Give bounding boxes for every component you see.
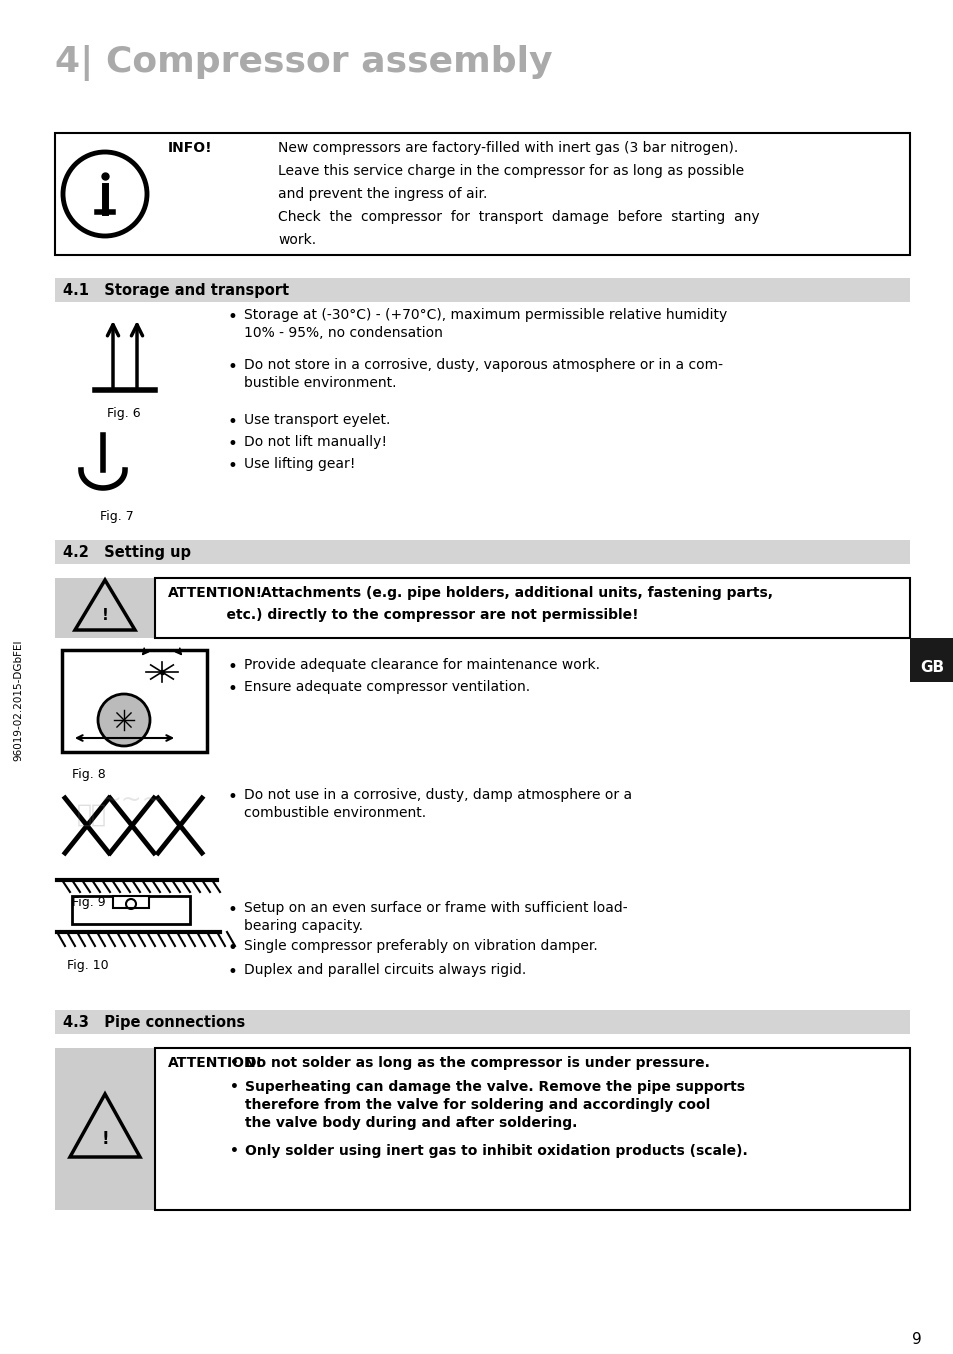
Text: Attachments (e.g. pipe holders, additional units, fastening parts,: Attachments (e.g. pipe holders, addition… [255, 586, 772, 600]
Text: Provide adequate clearance for maintenance work.: Provide adequate clearance for maintenan… [244, 658, 599, 672]
Text: Setup on an even surface or frame with sufficient load-
bearing capacity.: Setup on an even surface or frame with s… [244, 900, 627, 933]
Text: and prevent the ingress of air.: and prevent the ingress of air. [277, 187, 487, 200]
Text: •: • [230, 1144, 238, 1158]
Text: Use transport eyelet.: Use transport eyelet. [244, 413, 390, 427]
Text: •: • [228, 658, 237, 676]
Text: •: • [230, 1080, 238, 1094]
Text: Leave this service charge in the compressor for as long as possible: Leave this service charge in the compres… [277, 164, 743, 177]
Text: Ensure adequate compressor ventilation.: Ensure adequate compressor ventilation. [244, 680, 530, 695]
Bar [909, 638, 953, 682]
Text: 💧🔥: 💧🔥 [77, 803, 107, 827]
Bar [55, 278, 909, 302]
Text: Check  the  compressor  for  transport  damage  before  starting  any: Check the compressor for transport damag… [277, 210, 759, 223]
Text: Do not use in a corrosive, dusty, damp atmosphere or a
combustible environment.: Do not use in a corrosive, dusty, damp a… [244, 788, 632, 821]
Bar [71, 896, 190, 923]
Text: !: ! [101, 608, 109, 623]
Text: GB: GB [919, 659, 943, 676]
Text: Do not lift manually!: Do not lift manually! [244, 435, 387, 450]
Bar [62, 650, 207, 751]
Text: Fig. 9: Fig. 9 [71, 896, 106, 909]
Text: ~~~: ~~~ [100, 788, 162, 812]
Bar [55, 540, 909, 565]
Text: •: • [230, 1056, 238, 1070]
Text: •: • [228, 940, 237, 957]
Text: New compressors are factory-filled with inert gas (3 bar nitrogen).: New compressors are factory-filled with … [277, 141, 738, 154]
Text: 96019-02.2015-DGbFEI: 96019-02.2015-DGbFEI [13, 639, 23, 761]
Text: •: • [228, 963, 237, 982]
Bar [55, 578, 154, 638]
Text: •: • [228, 413, 237, 431]
Text: 4| Compressor assembly: 4| Compressor assembly [55, 45, 552, 81]
Bar [154, 578, 909, 638]
Bar [55, 1048, 154, 1210]
Text: 4.1   Storage and transport: 4.1 Storage and transport [63, 283, 289, 298]
Bar [55, 1010, 909, 1034]
Text: 9: 9 [911, 1332, 921, 1347]
Bar [154, 1048, 909, 1210]
Text: Fig. 6: Fig. 6 [107, 408, 140, 420]
Text: •: • [228, 458, 237, 475]
Text: ATTENTION!: ATTENTION! [168, 586, 263, 600]
Text: Fig. 10: Fig. 10 [67, 959, 109, 972]
Text: •: • [228, 357, 237, 376]
Text: ATTENTION!: ATTENTION! [168, 1056, 263, 1070]
Text: •: • [228, 435, 237, 454]
Text: INFO!: INFO! [168, 141, 213, 154]
Text: Superheating can damage the valve. Remove the pipe supports
therefore from the v: Superheating can damage the valve. Remov… [245, 1080, 744, 1129]
Text: work.: work. [277, 233, 315, 246]
Text: Fig. 8: Fig. 8 [71, 768, 106, 781]
Text: 4.3   Pipe connections: 4.3 Pipe connections [63, 1016, 245, 1030]
Circle shape [63, 152, 147, 236]
Text: Duplex and parallel circuits always rigid.: Duplex and parallel circuits always rigi… [244, 963, 526, 978]
Text: !: ! [101, 1131, 109, 1148]
Text: •: • [228, 788, 237, 806]
Text: •: • [228, 900, 237, 919]
Bar [55, 133, 909, 255]
Bar [112, 896, 149, 909]
Text: Storage at (-30°C) - (+70°C), maximum permissible relative humidity
10% - 95%, n: Storage at (-30°C) - (+70°C), maximum pe… [244, 307, 726, 340]
Text: •: • [228, 307, 237, 326]
Text: etc.) directly to the compressor are not permissible!: etc.) directly to the compressor are not… [168, 608, 638, 621]
Circle shape [98, 695, 150, 746]
Text: Do not solder as long as the compressor is under pressure.: Do not solder as long as the compressor … [245, 1056, 709, 1070]
Text: •: • [228, 680, 237, 699]
Bar [55, 133, 154, 255]
Text: Use lifting gear!: Use lifting gear! [244, 458, 355, 471]
Text: Do not store in a corrosive, dusty, vaporous atmosphere or in a com-
bustible en: Do not store in a corrosive, dusty, vapo… [244, 357, 722, 390]
Text: Only solder using inert gas to inhibit oxidation products (scale).: Only solder using inert gas to inhibit o… [245, 1144, 747, 1158]
Text: Fig. 7: Fig. 7 [100, 510, 133, 523]
Text: 4.2   Setting up: 4.2 Setting up [63, 546, 191, 561]
Text: Single compressor preferably on vibration damper.: Single compressor preferably on vibratio… [244, 940, 598, 953]
